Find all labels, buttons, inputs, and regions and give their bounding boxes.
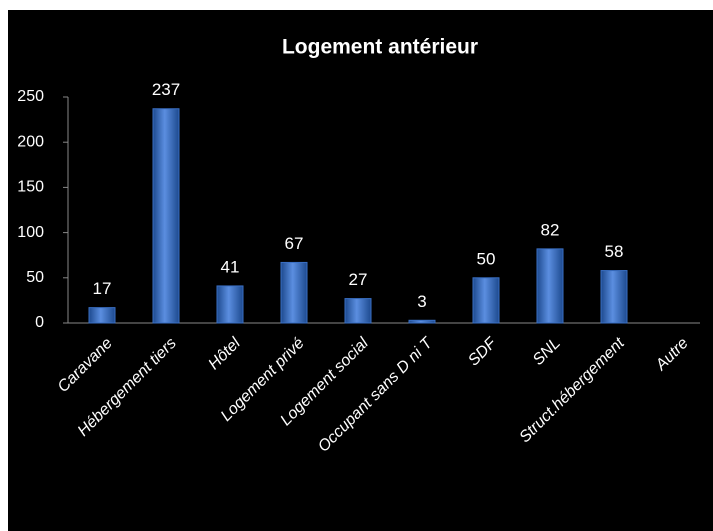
value-label: 17 xyxy=(93,279,112,298)
value-label: 237 xyxy=(152,80,180,99)
chart-background xyxy=(8,10,713,531)
value-label: 3 xyxy=(417,292,426,311)
y-tick-label: 100 xyxy=(17,224,44,241)
bar xyxy=(344,298,372,324)
bar xyxy=(88,307,116,324)
value-label: 67 xyxy=(285,234,304,253)
value-label: 82 xyxy=(541,220,560,239)
bar xyxy=(216,285,244,324)
value-label: 27 xyxy=(349,270,368,289)
value-label: 41 xyxy=(221,257,240,276)
bar xyxy=(472,277,500,324)
bar xyxy=(408,319,436,324)
y-tick-label: 250 xyxy=(17,88,44,105)
chart-title: Logement antérieur xyxy=(282,36,478,59)
bar xyxy=(536,248,564,324)
value-label: 58 xyxy=(605,242,624,261)
value-label: 50 xyxy=(477,249,496,268)
y-tick-label: 150 xyxy=(17,179,44,196)
bar xyxy=(280,261,308,324)
y-tick-label: 0 xyxy=(35,314,44,331)
bar xyxy=(152,108,180,324)
y-tick-label: 200 xyxy=(17,133,44,150)
y-tick-label: 50 xyxy=(26,269,44,286)
bar xyxy=(600,270,628,324)
